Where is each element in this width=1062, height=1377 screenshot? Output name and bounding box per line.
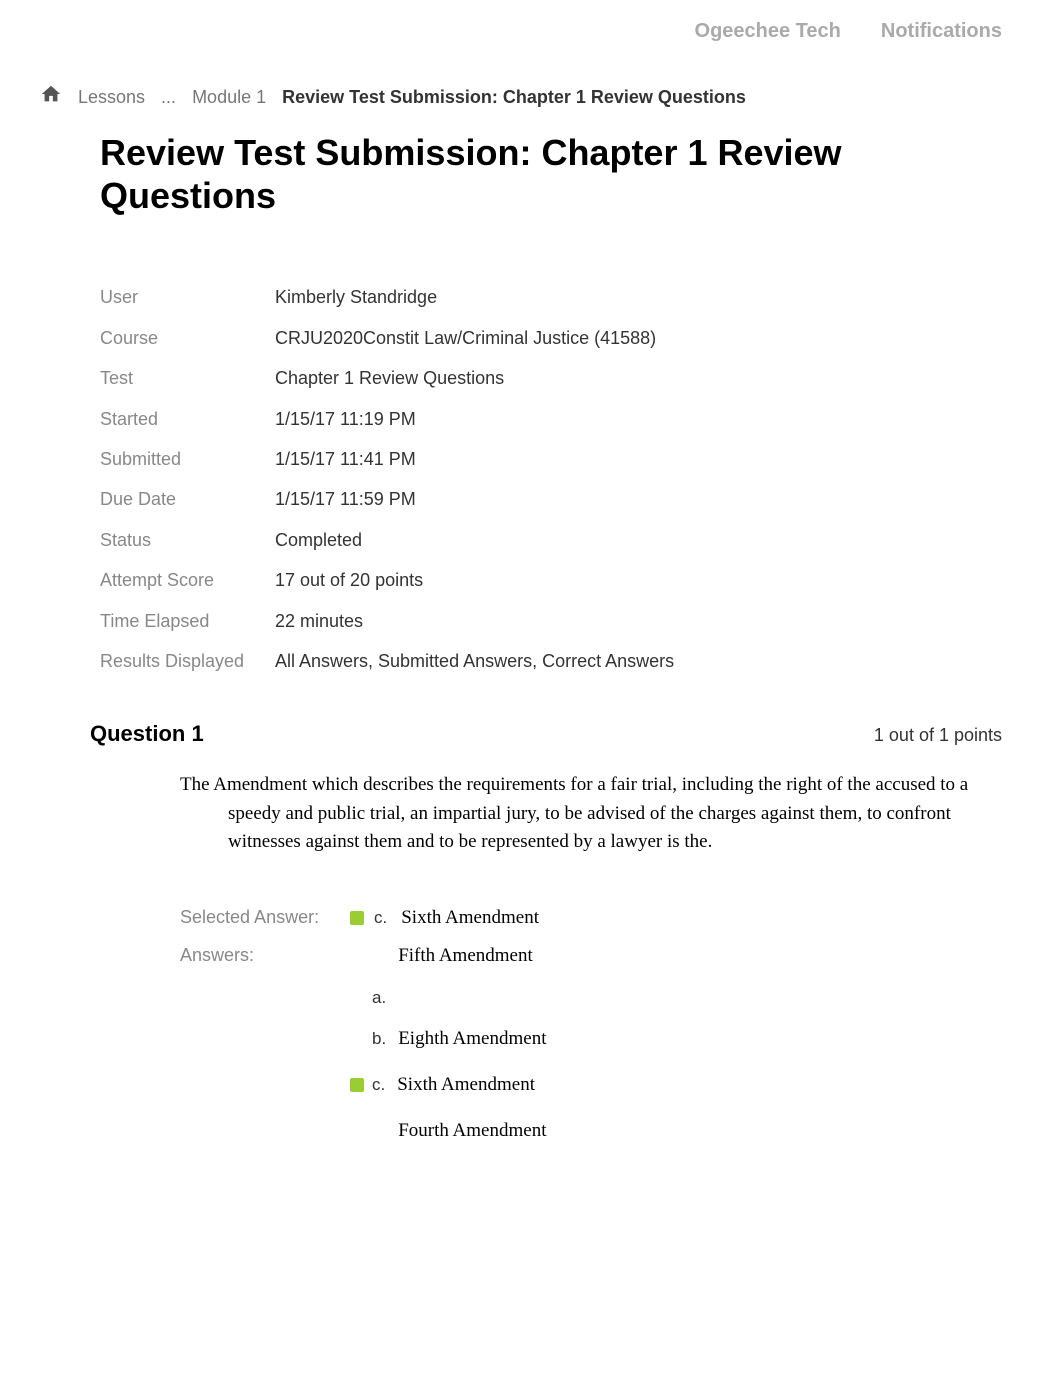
info-row-results: Results Displayed All Answers, Submitted… [100,641,1002,681]
info-label: Submitted [100,443,275,475]
main-content: Review Test Submission: Chapter 1 Review… [0,131,1062,1202]
answer-option: a. Fifth Amendment a. [350,945,533,1008]
info-value: 1/15/17 11:59 PM [275,483,416,515]
answer-letter: a. [372,988,386,1007]
breadcrumb-module[interactable]: Module 1 [192,87,266,108]
top-bar: Ogeechee Tech Notifications [0,0,1062,63]
answer-letter: c. [372,1075,385,1095]
selected-answer-content: c. Sixth Amendment [350,907,539,929]
info-row-user: User Kimberly Standridge [100,277,1002,317]
info-label: User [100,281,275,313]
answer-text: Fourth Amendment [398,1120,546,1142]
info-row-time: Time Elapsed 22 minutes [100,601,1002,641]
info-row-started: Started 1/15/17 11:19 PM [100,399,1002,439]
info-label: Attempt Score [100,564,275,596]
info-row-submitted: Submitted 1/15/17 11:41 PM [100,439,1002,479]
info-label: Due Date [100,483,275,515]
breadcrumb-ellipsis[interactable]: ... [161,87,176,108]
info-value: Completed [275,524,362,556]
answer-option: c. Sixth Amendment [350,1070,1002,1100]
breadcrumb-lessons[interactable]: Lessons [78,87,145,108]
answers-label: Answers: [180,945,350,966]
info-value: Chapter 1 Review Questions [275,362,504,394]
info-row-score: Attempt Score 17 out of 20 points [100,560,1002,600]
home-icon[interactable] [40,83,62,111]
correct-marker-icon [350,911,364,925]
question-text: The Amendment which describes the requir… [180,771,1002,857]
answer-option: b. Eighth Amendment [350,1024,1002,1054]
info-table: User Kimberly Standridge Course CRJU2020… [100,277,1002,681]
info-row-due: Due Date 1/15/17 11:59 PM [100,479,1002,519]
answer-text: Sixth Amendment [397,1074,535,1096]
info-label: Started [100,403,275,435]
answers-section: Selected Answer: c. Sixth Amendment Answ… [180,907,1002,1146]
info-row-course: Course CRJU2020Constit Law/Criminal Just… [100,318,1002,358]
question-title: Question 1 [90,721,204,747]
brand-name[interactable]: Ogeechee Tech [695,20,841,43]
answer-letter: b. [372,1029,386,1049]
selected-answer-label: Selected Answer: [180,907,350,928]
info-value: 17 out of 20 points [275,564,423,596]
info-label: Time Elapsed [100,605,275,637]
page-title: Review Test Submission: Chapter 1 Review… [100,131,1002,217]
answer-letter: c. [374,908,387,928]
question-header: Question 1 1 out of 1 points [90,721,1002,747]
info-label: Status [100,524,275,556]
info-value: CRJU2020Constit Law/Criminal Justice (41… [275,322,656,354]
info-row-test: Test Chapter 1 Review Questions [100,358,1002,398]
breadcrumb: Lessons ... Module 1 Review Test Submiss… [0,63,1062,131]
info-value: All Answers, Submitted Answers, Correct … [275,645,674,677]
answer-text: Fifth Amendment [398,945,533,967]
info-label: Results Displayed [100,645,275,677]
info-row-status: Status Completed [100,520,1002,560]
correct-marker-icon [350,1078,364,1092]
breadcrumb-current: Review Test Submission: Chapter 1 Review… [282,87,746,108]
info-value: Kimberly Standridge [275,281,437,313]
answer-text: Sixth Amendment [401,907,539,929]
question-points: 1 out of 1 points [874,725,1002,746]
answer-text: Eighth Amendment [398,1028,546,1050]
selected-answer-row: Selected Answer: c. Sixth Amendment [180,907,1002,929]
info-value: 1/15/17 11:41 PM [275,443,416,475]
info-value: 22 minutes [275,605,363,637]
answers-list-row-first: Answers: a. Fifth Amendment a. [180,945,1002,1008]
info-label: Test [100,362,275,394]
answer-option: d. Fourth Amendment [350,1116,1002,1146]
info-value: 1/15/17 11:19 PM [275,403,416,435]
notifications-link[interactable]: Notifications [881,20,1002,43]
info-label: Course [100,322,275,354]
answers-list: b. Eighth Amendment c. Sixth Amendment d… [350,1024,1002,1146]
